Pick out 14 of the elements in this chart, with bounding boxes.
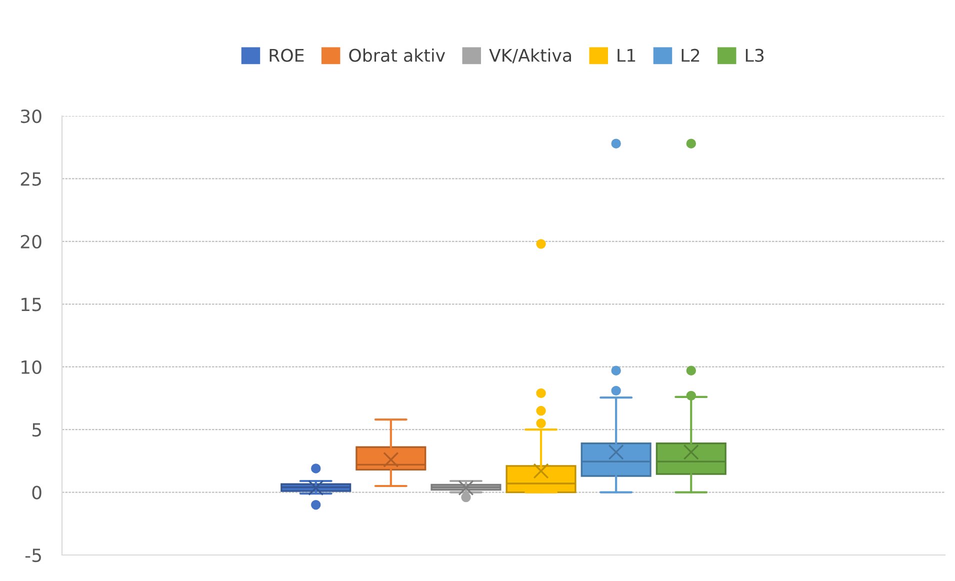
legend-label: ROE	[270, 48, 304, 62]
y-tick-label: 30	[20, 109, 42, 124]
y-tick-label: 15	[22, 298, 41, 312]
y-tick-label: 5	[32, 423, 41, 437]
y-tick-label: 25	[20, 172, 41, 186]
legend-label: VK/Aktiva	[489, 48, 571, 64]
y-tick-label: 10	[22, 360, 42, 374]
legend-label: L2	[682, 48, 700, 62]
legend-label: L1	[618, 48, 636, 62]
y-tick-label: 20	[20, 234, 42, 249]
legend-label: Obrat aktiv	[349, 48, 446, 62]
legend-label: L3	[746, 48, 764, 62]
y-tick-label: 0	[32, 486, 42, 500]
y-tick-label: -5	[25, 548, 41, 562]
